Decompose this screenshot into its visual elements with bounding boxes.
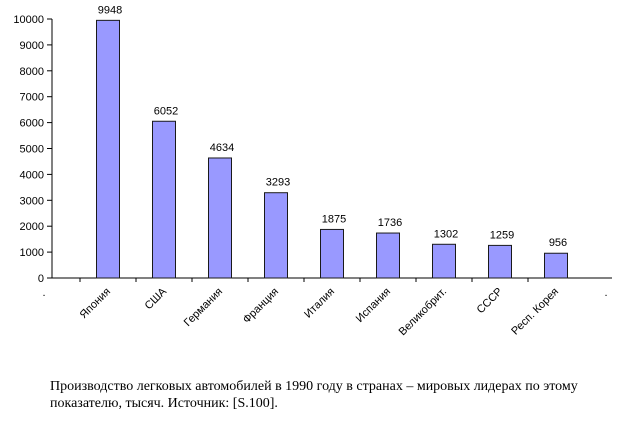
data-label: 3293 [266, 177, 290, 189]
data-label: 956 [549, 237, 567, 249]
x-category-label: Великобрит. [397, 286, 449, 338]
bar [376, 232, 400, 279]
x-category-label: Германия [182, 286, 225, 329]
y-tick-label: 3000 [20, 195, 44, 207]
caption-line-2: показателю, тысяч. Источник: [S.100]. [50, 396, 278, 411]
data-label: 6052 [154, 105, 178, 117]
y-tick-label: 5000 [20, 144, 44, 156]
x-edge-label: . [604, 287, 607, 299]
data-label: 1875 [322, 213, 346, 225]
bar [320, 228, 344, 279]
y-tick-label: 6000 [20, 118, 44, 130]
bar [544, 252, 568, 279]
data-labels: 9948 6052 4634 3293 1875 1736 1302 1259 956 [98, 4, 567, 249]
chart-caption: Производство легковых автомобилей в 1990… [50, 378, 635, 412]
x-category-label: Италия [302, 286, 337, 321]
y-tick-label: 4000 [20, 169, 44, 181]
x-category-label: Респ. Корея [509, 286, 561, 338]
x-category-label: Испания [354, 286, 393, 325]
y-tick-label: 8000 [20, 66, 44, 78]
bar [152, 120, 176, 279]
y-tick-label: 10000 [13, 14, 44, 26]
x-edge-label: . [42, 287, 45, 299]
bar [96, 19, 120, 279]
bar [432, 243, 456, 279]
data-label: 4634 [210, 142, 234, 154]
caption-line-1: Производство легковых автомобилей в 1990… [50, 379, 578, 394]
x-category-label: Франция [241, 286, 281, 326]
bar [208, 157, 232, 279]
x-category-label: СССР [475, 286, 506, 317]
y-tick-label: 9000 [20, 40, 44, 52]
x-category-label: Япония [78, 286, 114, 322]
x-category-label: США [143, 285, 170, 312]
y-tick-label: 1000 [20, 247, 44, 259]
y-tick-label: 2000 [20, 221, 44, 233]
x-axis-labels: Япония США Германия Франция Италия Испания Вел… [42, 278, 608, 338]
y-tick-label: 7000 [20, 92, 44, 104]
data-label: 1302 [434, 228, 458, 240]
bar-chart: 0 1000 2000 3000 4000 5000 6000 7000 8000 9000 100… [13, 4, 612, 338]
data-label: 9948 [98, 4, 122, 16]
data-label: 1736 [378, 217, 402, 229]
y-axis: 0 1000 2000 3000 4000 5000 6000 7000 8000 9000 100… [13, 14, 612, 285]
data-label: 1259 [490, 229, 514, 241]
bar [264, 192, 288, 279]
bar [488, 244, 512, 279]
y-tick-label: 0 [38, 273, 44, 285]
bars [96, 19, 568, 279]
